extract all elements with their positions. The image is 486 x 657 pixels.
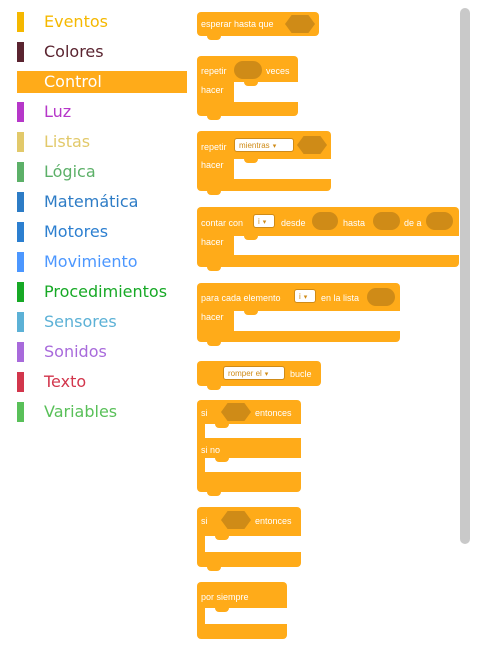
- category-control[interactable]: Control: [17, 71, 187, 93]
- category-color-swatch: [17, 402, 24, 422]
- break-mode-value: romper el: [228, 369, 262, 378]
- block-count-with-label: contar con: [201, 218, 244, 228]
- dropdown-arrow-icon: ▾: [262, 219, 267, 226]
- block-forever-label: por siempre: [201, 592, 249, 602]
- category-eventos[interactable]: Eventos: [17, 11, 187, 33]
- category-matematica[interactable]: Matemática: [17, 191, 187, 213]
- boolean-input-slot[interactable]: [285, 15, 315, 33]
- category-label: Sensores: [44, 312, 117, 331]
- category-color-swatch: [17, 222, 24, 242]
- category-procedimientos[interactable]: Procedimientos: [17, 281, 187, 303]
- block-repeat[interactable]: repetir veces hacer: [197, 56, 298, 120]
- category-label: Colores: [44, 42, 104, 61]
- category-label: Movimiento: [44, 252, 138, 271]
- category-texto[interactable]: Texto: [17, 371, 187, 393]
- category-color-swatch: [17, 12, 24, 32]
- category-color-swatch: [17, 162, 24, 182]
- category-color-swatch: [17, 342, 24, 362]
- while-mode-value: mientras: [239, 141, 270, 150]
- block-forever[interactable]: por siempre: [197, 582, 287, 639]
- block-wait-until[interactable]: esperar hasta que: [197, 12, 319, 40]
- block-count-with[interactable]: contar con i ▾ desde hasta de a hacer: [197, 207, 459, 271]
- category-color-swatch: [17, 42, 24, 62]
- while-mode-dropdown[interactable]: mientras ▾: [234, 138, 294, 152]
- number-input-slot[interactable]: [234, 61, 262, 79]
- list-input-slot[interactable]: [367, 288, 395, 306]
- block-repeat-label: repetir: [201, 66, 227, 76]
- category-sensores[interactable]: Sensores: [17, 311, 187, 333]
- by-input-slot[interactable]: [426, 212, 453, 230]
- category-sonidos[interactable]: Sonidos: [17, 341, 187, 363]
- block-wait-until-label: esperar hasta que: [201, 19, 274, 29]
- category-movimiento[interactable]: Movimiento: [17, 251, 187, 273]
- block-repeat-while-label: repetir: [201, 142, 227, 152]
- category-label: Motores: [44, 222, 109, 241]
- category-listas[interactable]: Listas: [17, 131, 187, 153]
- block-repeat-while-do-label: hacer: [201, 160, 224, 170]
- category-motores[interactable]: Motores: [17, 221, 187, 243]
- block-repeat-times-label: veces: [266, 66, 290, 76]
- category-color-swatch: [17, 132, 24, 152]
- block-count-by-label: de a: [404, 218, 422, 228]
- block-if[interactable]: si entonces: [197, 507, 301, 571]
- category-color-swatch: [17, 102, 24, 122]
- category-color-swatch: [17, 252, 24, 272]
- flyout-scrollbar[interactable]: [460, 8, 470, 544]
- for-each-variable-dropdown[interactable]: i ▾: [294, 289, 316, 303]
- condition-input-slot[interactable]: [221, 511, 251, 529]
- category-label: Procedimientos: [44, 282, 168, 301]
- category-color-swatch: [17, 282, 24, 302]
- category-logica[interactable]: Lógica: [17, 161, 187, 183]
- block-for-each-list-label: en la lista: [321, 293, 360, 303]
- category-luz[interactable]: Luz: [17, 101, 187, 123]
- category-color-swatch: [17, 312, 24, 332]
- break-mode-dropdown[interactable]: romper el ▾: [223, 366, 285, 380]
- category-label: Control: [44, 72, 102, 91]
- block-for-each-do-label: hacer: [201, 312, 224, 322]
- block-if-else-else-label: si no: [201, 445, 221, 455]
- category-label: Texto: [44, 372, 87, 391]
- count-variable-dropdown[interactable]: i ▾: [253, 214, 275, 228]
- category-label: Eventos: [44, 12, 108, 31]
- category-variables[interactable]: Variables: [17, 401, 187, 423]
- block-count-to-label: hasta: [343, 218, 366, 228]
- for-each-variable-value: i: [299, 292, 301, 301]
- category-label: Variables: [44, 402, 118, 421]
- dropdown-arrow-icon: ▾: [264, 371, 269, 378]
- block-if-if-label: si: [201, 516, 208, 526]
- category-label: Lógica: [44, 162, 96, 181]
- block-count-with-do-label: hacer: [201, 237, 224, 247]
- to-input-slot[interactable]: [373, 212, 400, 230]
- boolean-input-slot[interactable]: [297, 136, 327, 154]
- block-for-each[interactable]: para cada elemento i ▾ en la lista hacer: [197, 283, 400, 346]
- block-if-then-label: entonces: [255, 516, 292, 526]
- category-color-swatch: [17, 192, 24, 212]
- block-break-loop-label: bucle: [290, 369, 312, 379]
- category-colores[interactable]: Colores: [17, 41, 187, 63]
- dropdown-arrow-icon: ▾: [272, 143, 277, 150]
- block-count-from-label: desde: [281, 218, 306, 228]
- category-label: Matemática: [44, 192, 139, 211]
- category-color-swatch: [17, 372, 24, 392]
- category-label: Listas: [44, 132, 91, 151]
- count-variable-value: i: [258, 217, 260, 226]
- block-break[interactable]: romper el ▾ bucle: [197, 361, 321, 390]
- condition-input-slot[interactable]: [221, 403, 251, 421]
- block-repeat-do-label: hacer: [201, 85, 224, 95]
- block-if-else[interactable]: si entonces si no: [197, 400, 301, 496]
- from-input-slot[interactable]: [312, 212, 338, 230]
- block-repeat-while[interactable]: repetir mientras ▾ hacer: [197, 131, 331, 195]
- block-for-each-label: para cada elemento: [201, 293, 281, 303]
- category-label: Sonidos: [44, 342, 107, 361]
- block-if-else-then-label: entonces: [255, 408, 292, 418]
- category-label: Luz: [44, 102, 72, 121]
- block-if-else-if-label: si: [201, 408, 208, 418]
- dropdown-arrow-icon: ▾: [303, 294, 308, 301]
